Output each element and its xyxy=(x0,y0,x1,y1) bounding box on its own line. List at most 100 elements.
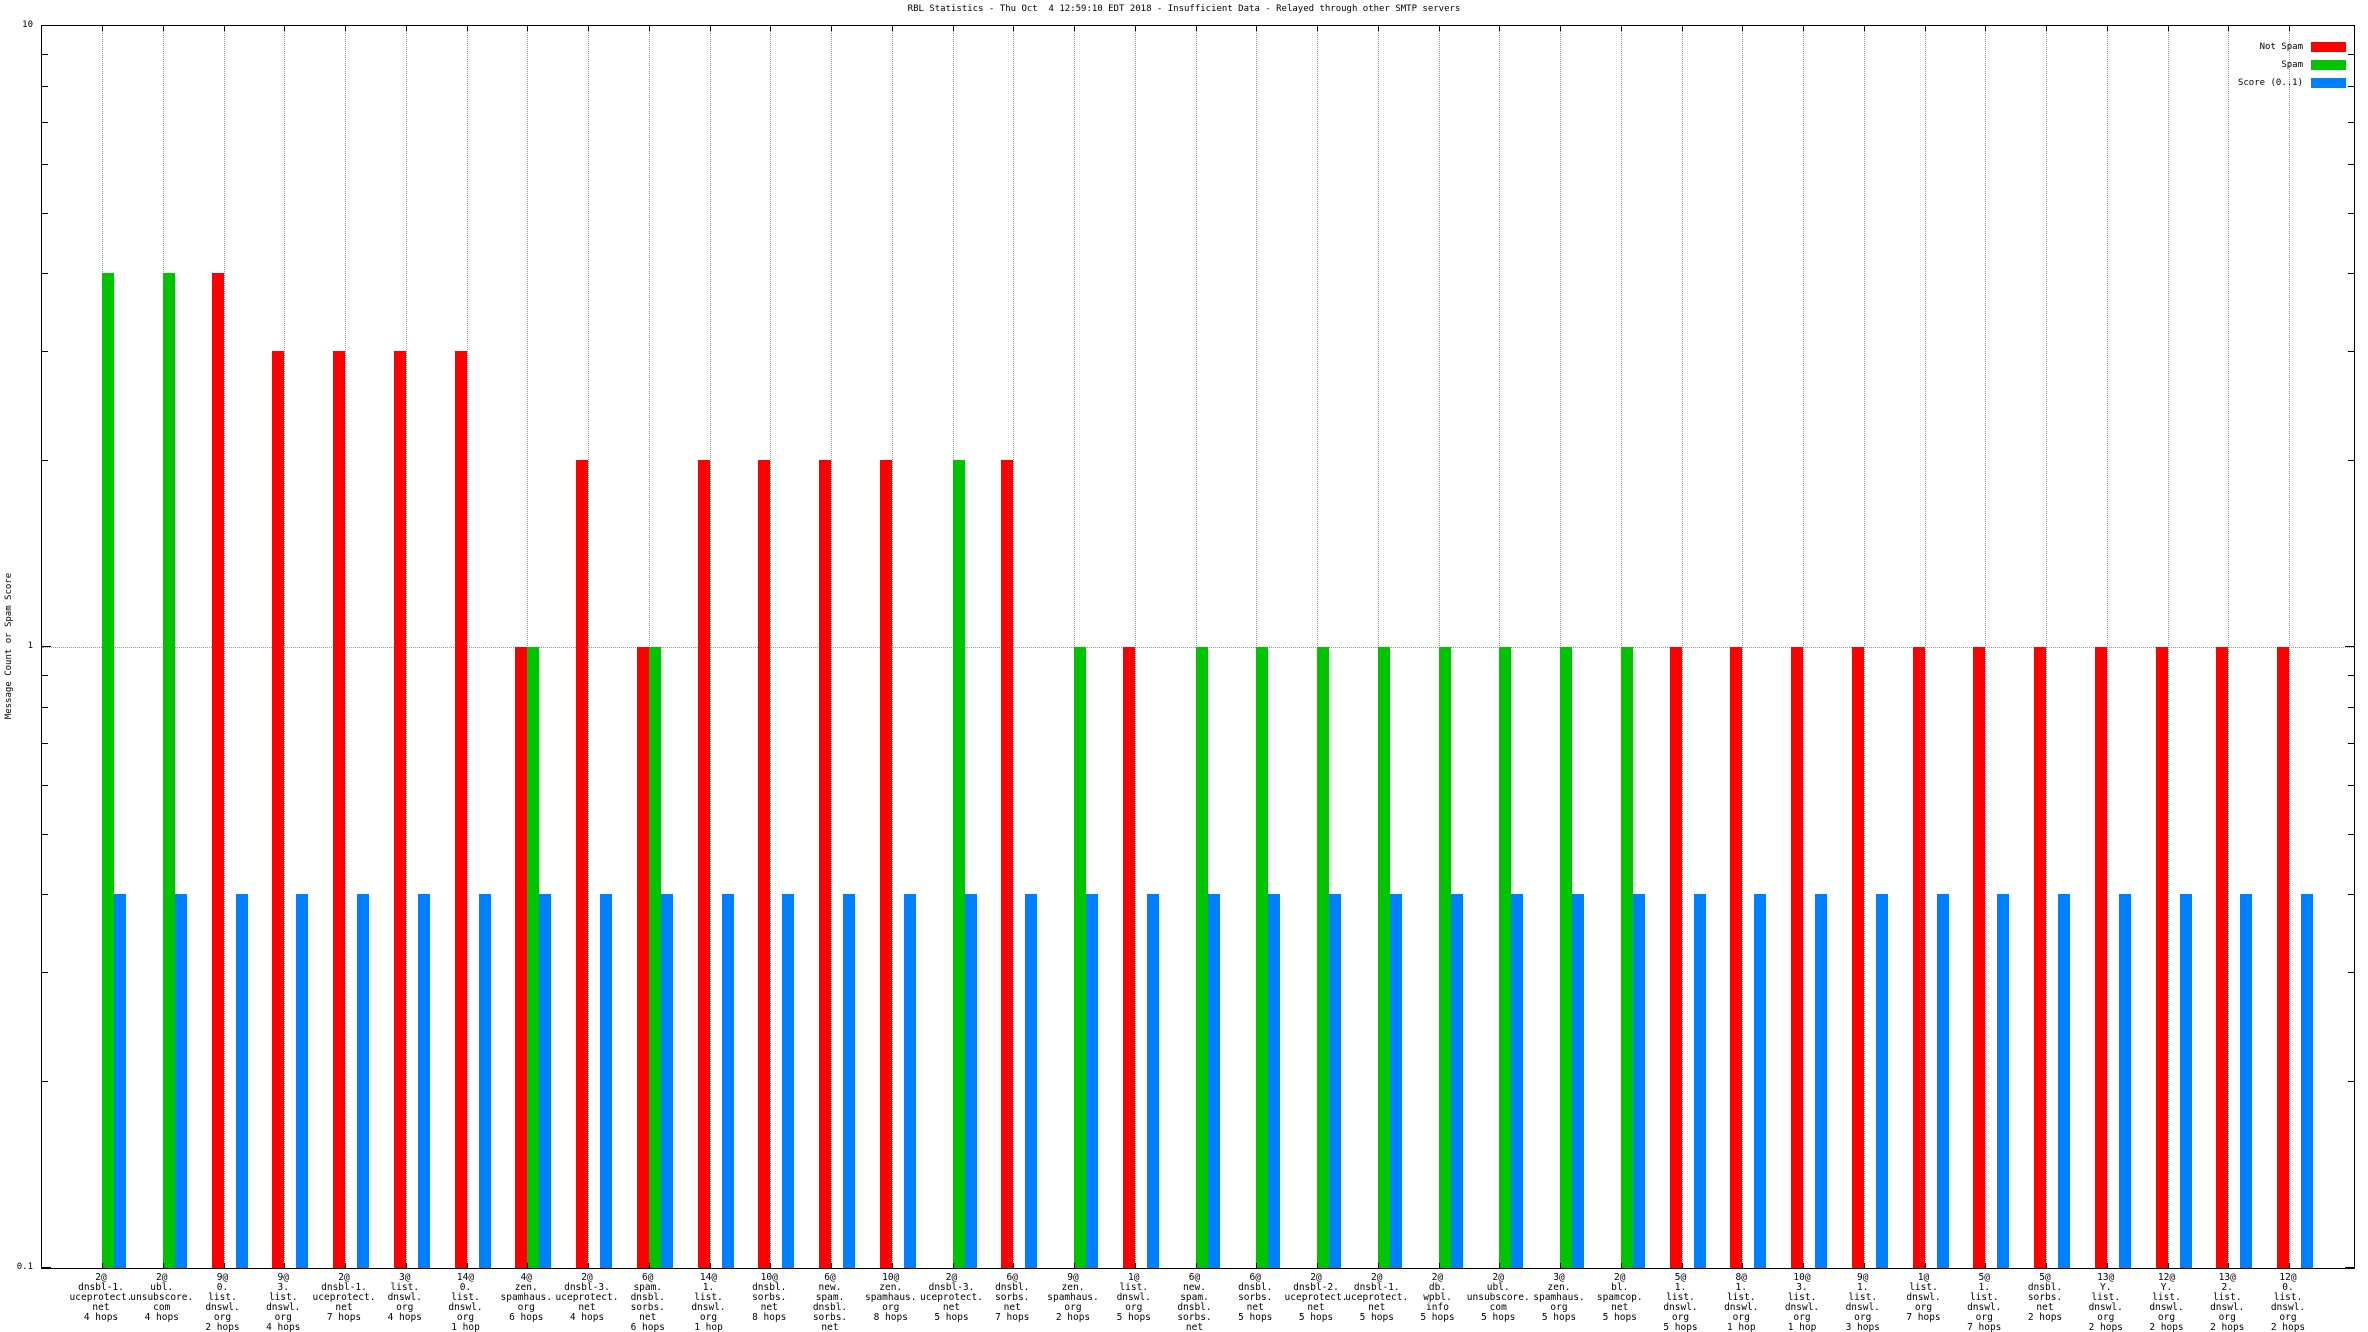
y-minor-tick-left xyxy=(42,460,48,462)
x-tick-top xyxy=(466,26,468,31)
not-spam-bar xyxy=(1791,647,1803,1268)
gridline-vertical xyxy=(405,26,407,1268)
y-minor-tick-right xyxy=(2348,350,2354,352)
x-tick-label: 2@ dnsbl-3. uceprotect. net 4 hops xyxy=(555,1272,619,1323)
gridline-vertical xyxy=(2289,26,2290,1268)
score-bar xyxy=(1086,894,1098,1268)
gridline-vertical xyxy=(1863,26,1865,1268)
gridline-vertical xyxy=(2046,26,2047,1268)
x-tick-bottom xyxy=(1985,1263,1987,1268)
not-spam-bar xyxy=(758,460,771,1268)
score-bar xyxy=(174,894,187,1268)
gridline-vertical xyxy=(1924,26,1926,1268)
y-minor-tick-right xyxy=(2348,743,2354,745)
score-bar xyxy=(1207,894,1220,1268)
score-bar xyxy=(2058,894,2070,1268)
x-tick-label: 2@ dnsbl-1. uceprotect. net 4 hops xyxy=(69,1272,133,1323)
not-spam-bar xyxy=(1122,647,1135,1268)
not-spam-bar xyxy=(879,460,892,1268)
score-bar xyxy=(1329,894,1341,1268)
x-tick-label: 4@ zen. spamhaus. org 6 hops xyxy=(500,1272,552,1323)
y-minor-tick-right xyxy=(2348,86,2354,88)
spam-bar xyxy=(952,460,965,1268)
legend-label: Score (0..1) xyxy=(2237,78,2303,88)
score-bar xyxy=(843,894,855,1268)
y-major-tick-right xyxy=(2345,1267,2354,1268)
y-minor-tick-left xyxy=(42,54,48,56)
x-tick-bottom xyxy=(466,1263,468,1268)
gridline-vertical xyxy=(284,26,286,1268)
x-tick-label: 2@ dnsbl-1. uceprotect. net 7 hops xyxy=(312,1272,376,1323)
x-tick-label: 5@ dnsbl. sorbs. net 2 hops xyxy=(2027,1272,2063,1323)
score-bar xyxy=(357,894,369,1268)
x-tick-bottom xyxy=(1924,1263,1926,1268)
not-spam-bar xyxy=(2216,647,2229,1268)
legend-swatch xyxy=(2311,78,2346,88)
y-tick-label: 1 xyxy=(27,641,33,651)
plot-area: Not Spam Spam Score (0..1) xyxy=(41,25,2355,1269)
gridline-vertical xyxy=(588,26,589,1268)
gridline-vertical xyxy=(2167,26,2169,1268)
x-tick-label: 2@ db. wpbl. info 5 hops xyxy=(1420,1272,1455,1323)
x-tick-label: 3@ zen. spamhaus. org 5 hops xyxy=(1533,1272,1585,1323)
x-tick-bottom xyxy=(1499,1263,1501,1268)
y-minor-tick-right xyxy=(2348,163,2354,165)
x-tick-top xyxy=(1438,26,1440,31)
legend-entry: Not Spam xyxy=(2238,38,2346,56)
spam-bar xyxy=(527,647,540,1268)
score-bar xyxy=(660,894,673,1268)
y-minor-tick-right xyxy=(2348,707,2354,709)
x-tick-bottom xyxy=(891,1263,893,1268)
x-tick-bottom xyxy=(2167,1263,2169,1268)
score-bar xyxy=(1146,894,1159,1268)
score-bar xyxy=(1268,894,1281,1268)
y-minor-tick-right xyxy=(2348,784,2354,786)
gridline-vertical xyxy=(831,26,832,1268)
x-tick-top xyxy=(1924,26,1926,31)
score-bar xyxy=(1997,894,2010,1268)
y-minor-tick-right xyxy=(2348,833,2354,835)
x-tick-label: 10@ dnsbl. sorbs. net 8 hops xyxy=(752,1272,787,1323)
score-bar xyxy=(1632,894,1645,1268)
score-bar xyxy=(1693,894,1706,1268)
x-tick-label: 6@ spam. dnsbl. sorbs. net 6 hops xyxy=(630,1272,665,1332)
not-spam-bar xyxy=(1973,647,1986,1268)
x-tick-label: 1@ list. dnswl. org 5 hops xyxy=(1116,1272,1151,1323)
x-tick-label: 9@ 1. list. dnswl. org 3 hops xyxy=(1845,1272,1880,1332)
x-tick-label: 2@ dnsbl-3. uceprotect. net 5 hops xyxy=(920,1272,983,1323)
x-tick-bottom xyxy=(1438,1263,1440,1268)
not-spam-bar xyxy=(636,647,649,1268)
y-minor-tick-right xyxy=(2348,212,2354,214)
score-bar xyxy=(2240,894,2253,1268)
y-tick-label: 10 xyxy=(22,20,33,30)
x-tick-top xyxy=(1317,26,1318,31)
score-bar xyxy=(1450,894,1463,1268)
x-tick-bottom xyxy=(1863,1263,1865,1268)
x-tick-bottom xyxy=(952,1263,954,1268)
score-bar xyxy=(903,894,916,1268)
spam-bar xyxy=(1499,647,1512,1268)
score-bar xyxy=(539,894,552,1268)
y-major-tick-left xyxy=(42,646,51,647)
score-bar xyxy=(2301,894,2313,1268)
x-tick-bottom xyxy=(1560,1263,1561,1268)
x-tick-label: 10@ zen. spamhaus. org 8 hops xyxy=(865,1272,917,1323)
x-tick-label: 9@ zen. spamhaus. org 2 hops xyxy=(1047,1272,1099,1323)
x-tick-label: 5@ 1. list. dnswl. org 5 hops xyxy=(1663,1272,1698,1332)
y-minor-tick-right xyxy=(2348,675,2354,677)
y-minor-tick-left xyxy=(42,1081,48,1083)
not-spam-bar xyxy=(2034,647,2046,1268)
x-tick-top xyxy=(2046,26,2047,31)
spam-bar xyxy=(1317,647,1329,1268)
not-spam-bar xyxy=(333,350,345,1268)
y-minor-tick-right xyxy=(2348,894,2354,896)
x-tick-label: 2@ dnsbl-2. uceprotect. net 5 hops xyxy=(1284,1272,1348,1323)
y-major-tick-left xyxy=(42,25,51,26)
y-minor-tick-left xyxy=(42,212,48,214)
x-tick-top xyxy=(1681,26,1683,31)
gridline-vertical xyxy=(1985,26,1987,1268)
not-spam-bar xyxy=(2155,647,2168,1268)
x-tick-top xyxy=(2106,26,2108,31)
